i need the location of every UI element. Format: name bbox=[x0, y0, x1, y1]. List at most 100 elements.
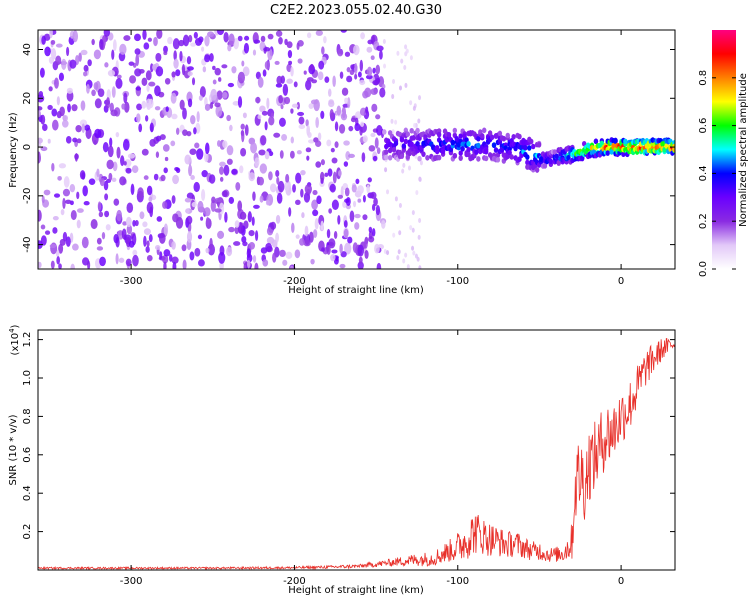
heatmap-cell bbox=[81, 236, 89, 249]
heatmap-cell bbox=[359, 107, 367, 116]
heatmap-cell bbox=[59, 238, 66, 246]
heatmap-cell bbox=[338, 124, 346, 134]
heatmap-cell bbox=[188, 164, 193, 177]
heatmap-cell bbox=[186, 215, 193, 225]
heatmap-cell bbox=[136, 113, 141, 123]
heatmap-cell bbox=[268, 171, 273, 181]
heatmap-cell bbox=[321, 247, 325, 252]
heatmap-cell bbox=[324, 172, 329, 177]
heatmap-cell bbox=[82, 257, 90, 266]
heatmap-cell bbox=[127, 153, 136, 159]
heatmap-cell bbox=[362, 194, 366, 203]
heatmap-cell bbox=[258, 149, 266, 156]
heatmap-cell bbox=[148, 196, 153, 202]
heatmap-cell bbox=[112, 39, 117, 52]
heatmap-cell bbox=[58, 163, 67, 169]
heatmap-cell bbox=[282, 259, 288, 266]
heatmap-cell bbox=[360, 32, 365, 40]
heatmap-cell bbox=[204, 151, 209, 163]
heatmap-cell bbox=[182, 34, 190, 47]
heatmap-cell bbox=[155, 135, 162, 142]
heatmap-cell bbox=[340, 186, 344, 198]
heatmap-cell bbox=[155, 151, 160, 159]
heatmap-cell bbox=[400, 58, 404, 64]
heatmap-cell bbox=[123, 92, 128, 104]
heatmap-cell bbox=[257, 76, 264, 88]
heatmap-cell bbox=[113, 198, 120, 206]
heatmap-cell bbox=[398, 85, 402, 91]
heatmap-cell bbox=[418, 218, 422, 224]
heatmap-cell bbox=[343, 140, 350, 146]
heatmap-cell bbox=[51, 162, 55, 172]
heatmap-cell bbox=[119, 176, 127, 186]
heatmap-cell bbox=[197, 200, 204, 213]
heatmap-cell bbox=[83, 71, 88, 77]
heatmap-cell bbox=[260, 135, 267, 146]
heatmap-cell bbox=[362, 214, 368, 221]
heatmap-cell bbox=[241, 212, 247, 220]
heatmap-cell bbox=[327, 168, 333, 177]
heatmap-cell bbox=[104, 193, 109, 201]
heatmap-cell bbox=[418, 95, 422, 101]
heatmap-cell bbox=[163, 261, 167, 269]
heatmap-cell bbox=[254, 262, 259, 269]
heatmap-cell bbox=[122, 221, 127, 226]
heatmap-cell bbox=[542, 163, 548, 169]
heatmap-cell bbox=[367, 177, 372, 183]
heatmap-cell bbox=[113, 233, 119, 244]
heatmap-cell bbox=[57, 175, 62, 181]
heatmap-cell bbox=[270, 221, 277, 230]
heatmap-cell bbox=[146, 201, 154, 214]
heatmap-cell bbox=[376, 147, 381, 155]
heatmap-cell bbox=[621, 151, 626, 158]
heatmap-cell bbox=[179, 99, 185, 110]
colorbar-tick-label: 0.4 bbox=[698, 165, 709, 181]
heatmap-cell bbox=[379, 50, 383, 60]
heatmap-cell bbox=[242, 112, 247, 119]
heatmap-cell bbox=[452, 153, 458, 159]
heatmap-cell bbox=[411, 245, 415, 251]
heatmap-cell bbox=[147, 37, 152, 42]
heatmap-cell bbox=[458, 133, 463, 139]
heatmap-cell bbox=[281, 133, 288, 141]
heatmap-cell bbox=[125, 216, 132, 228]
heatmap-cell bbox=[190, 114, 196, 125]
heatmap-cell bbox=[81, 123, 85, 134]
heatmap-cell bbox=[305, 79, 312, 91]
heatmap-cell bbox=[209, 53, 214, 62]
snr-background bbox=[38, 330, 675, 570]
heatmap-cell bbox=[613, 138, 618, 144]
heatmap-cell bbox=[243, 42, 250, 54]
heatmap-cell bbox=[170, 92, 177, 104]
heatmap-cell bbox=[104, 62, 109, 68]
heatmap-cell bbox=[199, 86, 206, 98]
heatmap-cell bbox=[154, 85, 161, 97]
heatmap-cell bbox=[126, 224, 133, 235]
heatmap-cell bbox=[275, 83, 283, 88]
heatmap-cell bbox=[65, 199, 72, 204]
colorbar: 0.0 0.2 0.4 0.6 0.8 Normalized spectral ampl… bbox=[698, 30, 749, 277]
heatmap-cell bbox=[162, 201, 168, 209]
heatmap-cell bbox=[339, 71, 344, 79]
heatmap-cell bbox=[229, 124, 233, 132]
heatmap-cell bbox=[376, 125, 383, 136]
heatmap-cell bbox=[350, 117, 356, 123]
heatmap-cell bbox=[384, 149, 389, 155]
heatmap-cell bbox=[361, 152, 366, 163]
snr-x-tick-label: -100 bbox=[446, 576, 469, 587]
heatmap-cell bbox=[283, 182, 290, 191]
heatmap-cell bbox=[224, 211, 228, 223]
heatmap-cell bbox=[391, 146, 397, 153]
colorbar-tick-label: 0.2 bbox=[698, 213, 709, 229]
heatmap-cell bbox=[344, 51, 351, 57]
heatmap-cell bbox=[275, 232, 279, 243]
heatmap-cell bbox=[242, 241, 248, 247]
heatmap-cell bbox=[50, 260, 55, 269]
spectrogram-cells bbox=[38, 30, 675, 269]
heatmap-cell bbox=[55, 249, 60, 257]
heatmap-cell bbox=[347, 236, 353, 244]
heatmap-cell bbox=[52, 215, 59, 221]
heatmap-cell bbox=[318, 60, 325, 70]
heatmap-cell bbox=[83, 64, 89, 72]
